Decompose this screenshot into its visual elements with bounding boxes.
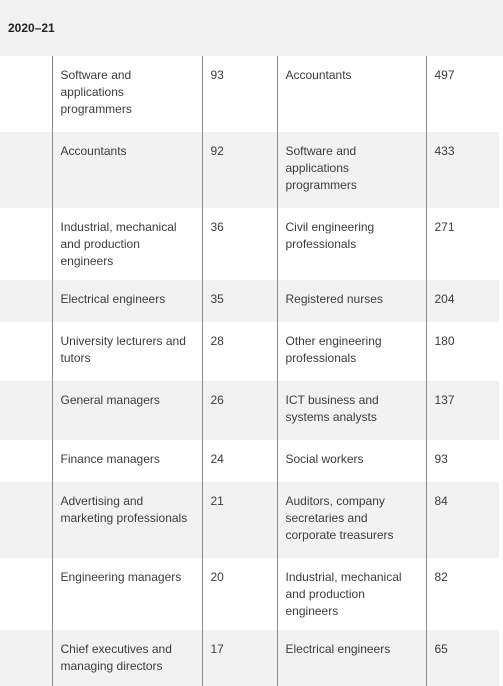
row-spacer-cell <box>0 440 53 482</box>
table-row: Industrial, mechanical and production en… <box>0 208 499 280</box>
value-cell-b: 137 <box>426 381 499 440</box>
value-cell-b: 84 <box>426 482 499 558</box>
row-spacer-cell <box>0 322 53 381</box>
occupation-cell-a: Chief executives and managing directors <box>52 630 203 686</box>
value-cell-b: 433 <box>426 132 499 208</box>
value-cell-a: 92 <box>202 132 278 208</box>
value-cell-b: 93 <box>434 452 448 466</box>
occupation-cell-b: ICT business and systems analysts <box>277 381 427 440</box>
occupation-cell-a: Finance managers <box>52 440 203 482</box>
value-cell-b: 497 <box>434 68 455 82</box>
table-row: Software and applications programmers 93… <box>0 56 499 132</box>
value-cell-b: 180 <box>434 334 455 348</box>
value-cell-b: 82 <box>434 570 448 584</box>
occupation-table: Software and applications programmers 93… <box>0 56 499 686</box>
occupation-cell-a: University lecturers and tutors <box>52 322 203 381</box>
row-spacer-cell <box>0 381 53 440</box>
table-row: Finance managers 24 Social workers 93 <box>0 440 499 482</box>
row-spacer-cell <box>0 208 53 280</box>
occupation-cell-a: Industrial, mechanical and production en… <box>52 208 203 280</box>
value-cell-a: 21 <box>202 482 278 558</box>
row-spacer-cell <box>0 630 53 686</box>
occupation-cell-a: Electrical engineers <box>52 280 203 322</box>
table-row: Electrical engineers 35 Registered nurse… <box>0 280 499 322</box>
occupation-cell-b: Industrial, mechanical and production en… <box>277 558 427 630</box>
table-row: University lecturers and tutors 28 Other… <box>0 322 499 381</box>
occupation-cell-b: Electrical engineers <box>277 630 427 686</box>
row-spacer-cell <box>0 56 53 132</box>
row-spacer-cell <box>0 280 53 322</box>
occupation-cell-b: Civil engineering professionals <box>277 208 427 280</box>
occupation-cell-a: Advertising and marketing professionals <box>52 482 203 558</box>
table-row: Accountants 92 Software and applications… <box>0 132 499 208</box>
table-row: Engineering managers 20 Industrial, mech… <box>0 558 499 630</box>
value-cell-a: 24 <box>202 440 278 482</box>
value-cell-a: 93 <box>202 56 278 132</box>
value-cell-a: 26 <box>202 381 278 440</box>
occupation-cell-b: Software and applications programmers <box>277 132 427 208</box>
occupation-cell-a: Engineering managers <box>52 558 203 630</box>
occupation-cell-b: Social workers <box>277 440 427 482</box>
value-cell-a: 20 <box>202 558 278 630</box>
table-row: Advertising and marketing professionals … <box>0 482 499 558</box>
row-spacer-cell <box>0 482 53 558</box>
year-header: 2020–21 <box>0 0 503 56</box>
occupation-cell-b: Auditors, company secretaries and corpor… <box>277 482 427 558</box>
occupation-cell-b: Other engineering professionals <box>277 322 427 381</box>
table-row: Chief executives and managing directors … <box>0 630 499 686</box>
value-cell-a: 36 <box>202 208 278 280</box>
year-label: 2020–21 <box>8 21 55 35</box>
value-cell-b: 204 <box>426 280 499 322</box>
table-row: General managers 26 ICT business and sys… <box>0 381 499 440</box>
value-cell-b: 271 <box>434 220 455 234</box>
occupation-cell-b: Accountants <box>277 56 427 132</box>
occupation-cell-a: Accountants <box>52 132 203 208</box>
occupation-cell-b: Registered nurses <box>277 280 427 322</box>
value-cell-b: 65 <box>426 630 499 686</box>
row-spacer-cell <box>0 558 53 630</box>
row-spacer-cell <box>0 132 53 208</box>
value-cell-a: 17 <box>202 630 278 686</box>
occupation-cell-a: Software and applications programmers <box>52 56 203 132</box>
occupation-cell-a: General managers <box>52 381 203 440</box>
value-cell-a: 28 <box>202 322 278 381</box>
value-cell-a: 35 <box>202 280 278 322</box>
